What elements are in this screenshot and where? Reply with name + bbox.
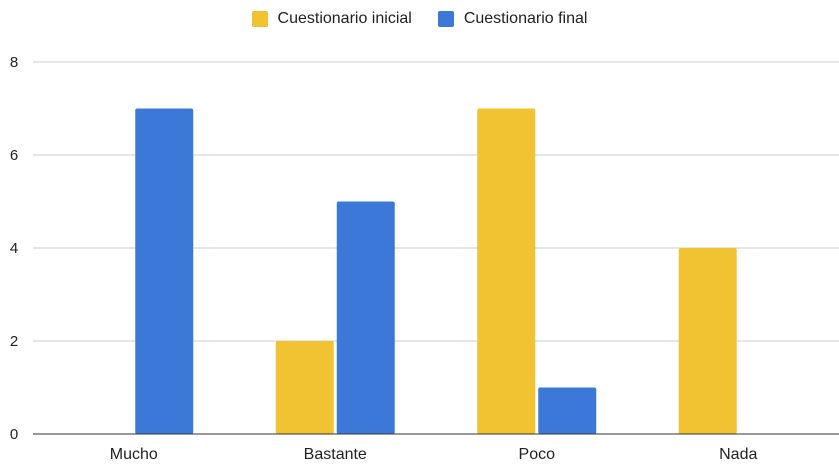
y-tick-label-2: 2	[10, 333, 18, 350]
bar-initial-bastante	[275, 341, 334, 434]
legend-swatch-final	[437, 11, 454, 27]
y-tick-label-0: 0	[10, 426, 18, 443]
bar-initial-poco	[477, 108, 536, 434]
x-tick-label-nada: Nada	[719, 446, 757, 463]
bar-final-mucho	[135, 108, 194, 434]
x-tick-label-bastante: Bastante	[304, 446, 367, 463]
legend-item-final: Cuestionario final	[437, 10, 588, 28]
y-tick-label-8: 8	[10, 54, 18, 71]
x-tick-label-mucho: Mucho	[110, 446, 158, 463]
bar-initial-nada	[678, 248, 737, 434]
bar-final-poco	[538, 387, 597, 434]
bar-final-bastante	[336, 201, 395, 434]
legend-label-final: Cuestionario final	[463, 10, 588, 27]
legend-label-initial: Cuestionario inicial	[277, 10, 412, 27]
x-tick-label-poco: Poco	[519, 446, 556, 463]
y-tick-label-4: 4	[10, 240, 18, 257]
legend: Cuestionario inicial Cuestionario final	[0, 10, 839, 28]
legend-swatch-initial	[251, 11, 268, 27]
legend-item-initial: Cuestionario inicial	[251, 10, 412, 28]
y-tick-label-6: 6	[10, 147, 18, 164]
